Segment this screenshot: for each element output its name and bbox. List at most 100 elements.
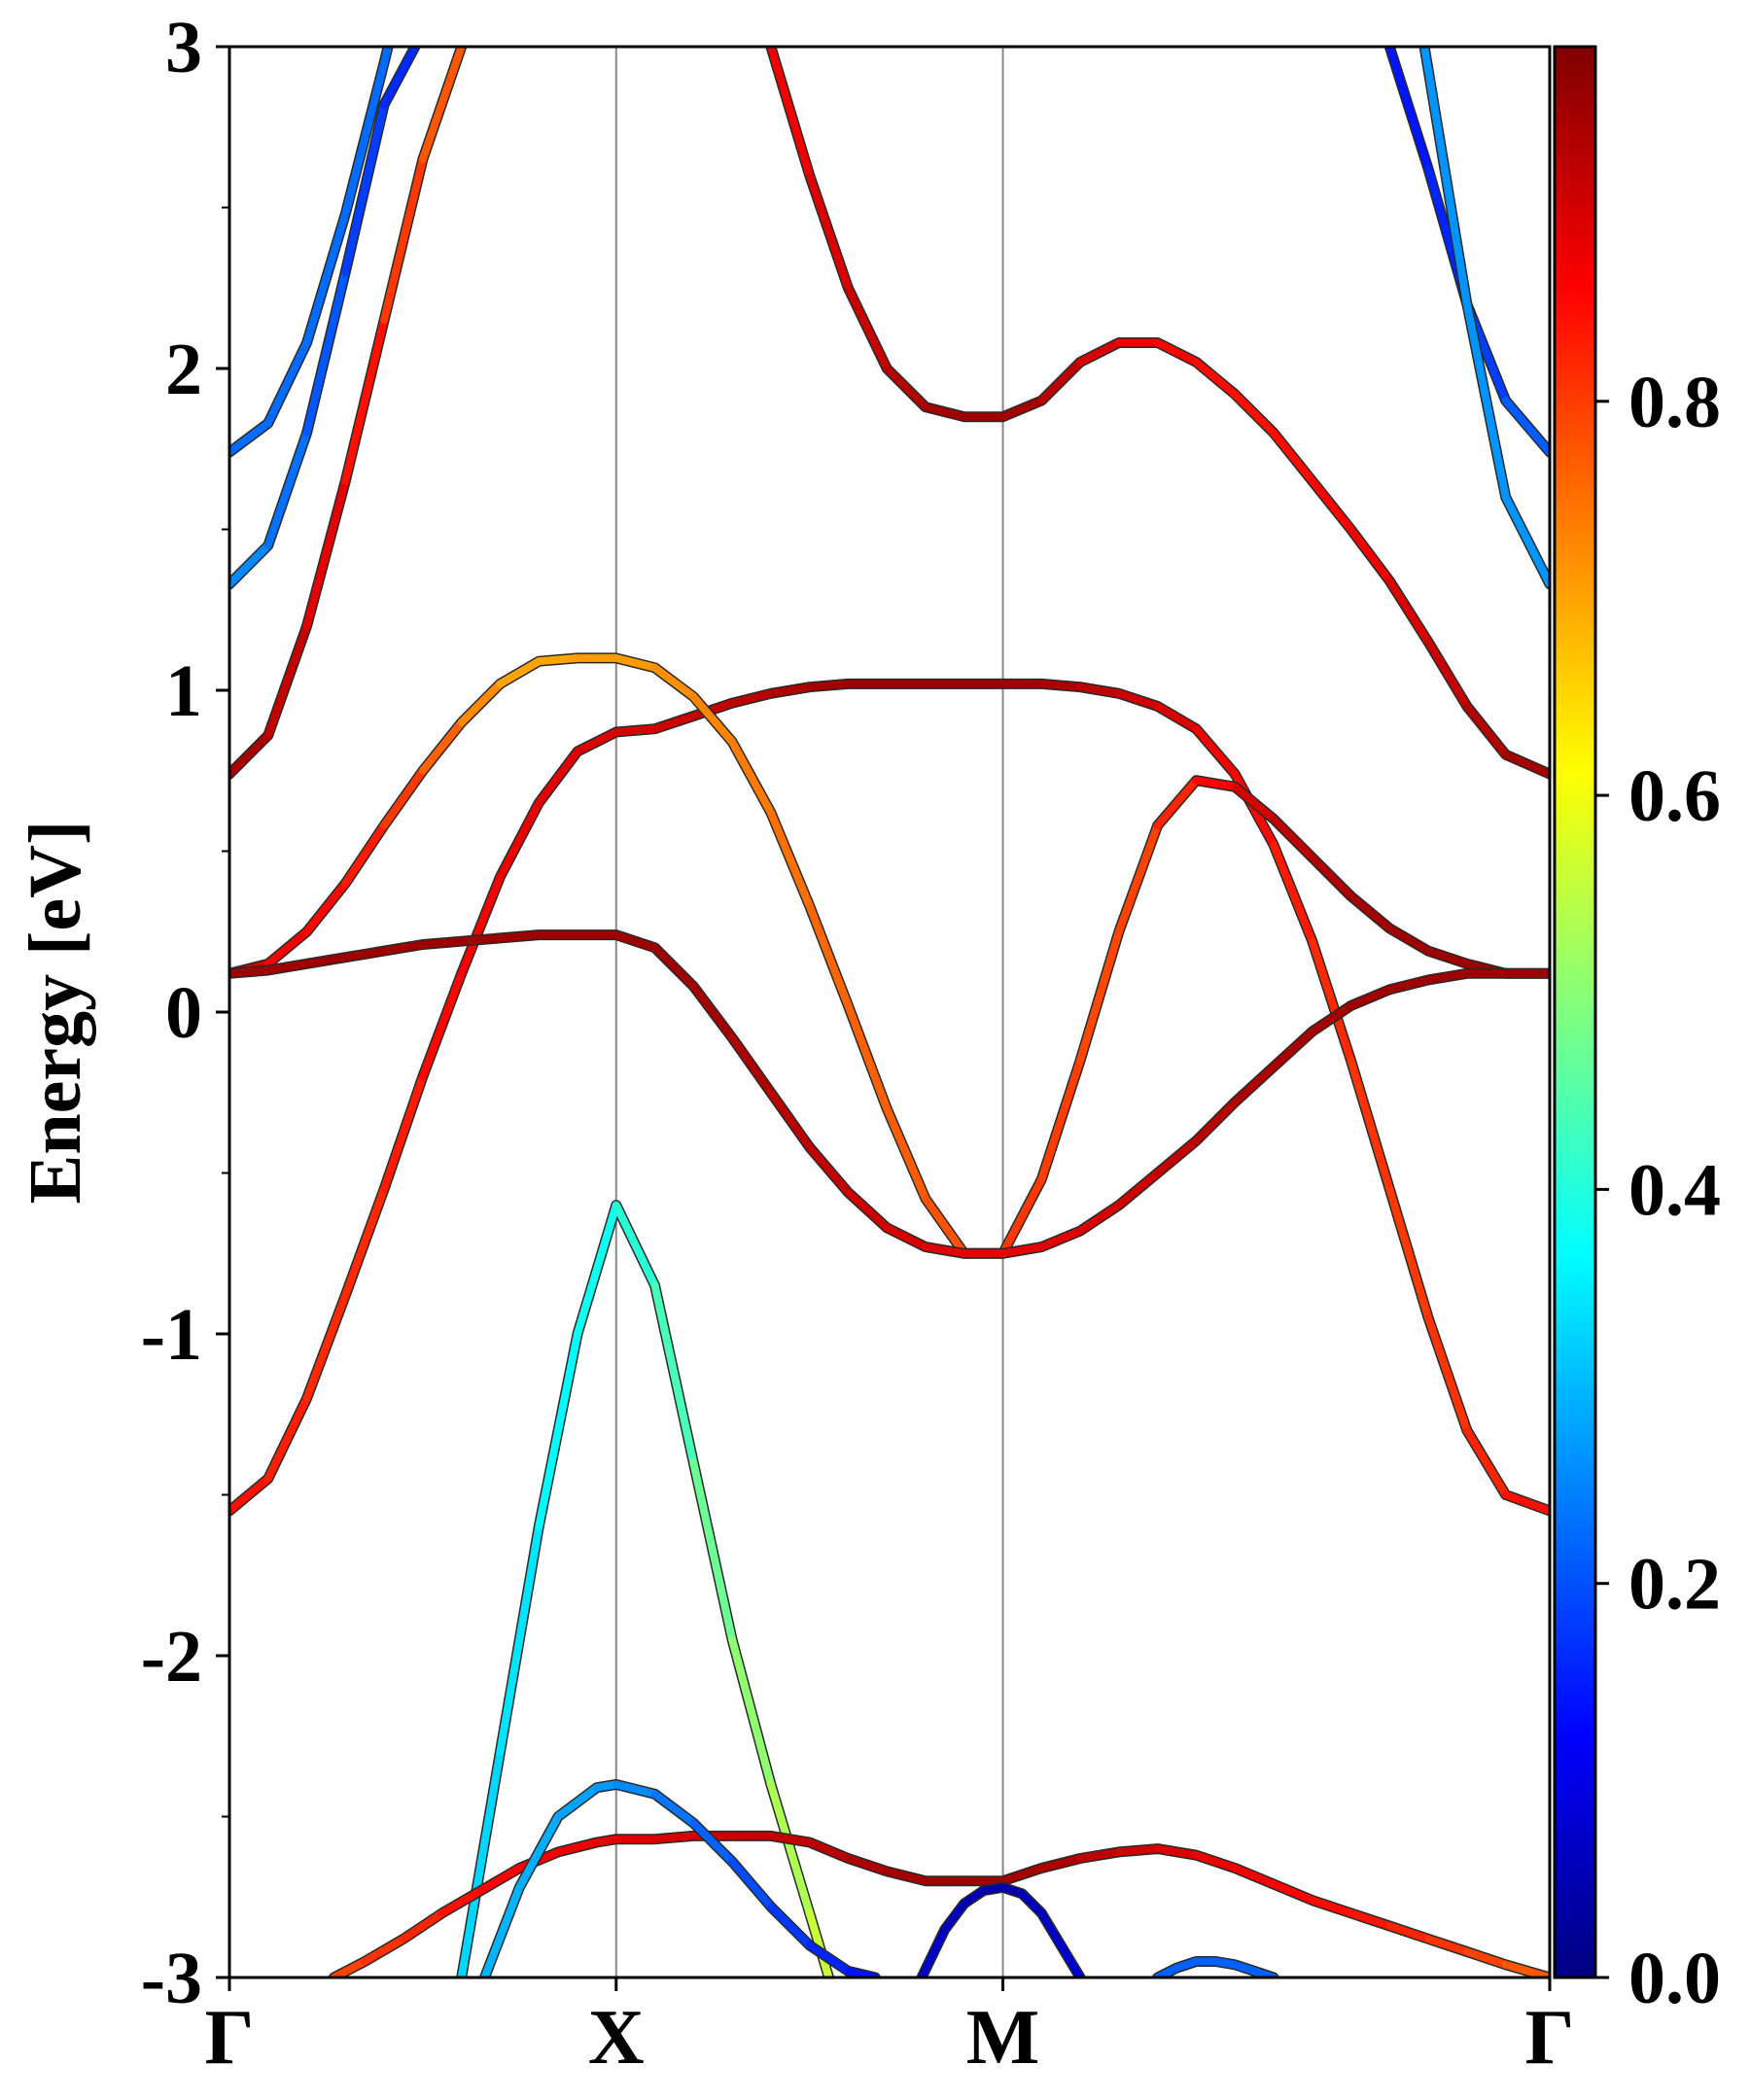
band-segment <box>1270 815 1316 862</box>
band-segment <box>1037 1056 1085 1184</box>
band-segment <box>263 429 311 549</box>
band-segment <box>650 1790 698 1828</box>
band-segment <box>1462 1947 1510 1969</box>
band-segment <box>1424 947 1471 968</box>
band-segment <box>1153 776 1201 829</box>
band-segment <box>380 47 419 109</box>
y-tick-label: -1 <box>141 1294 202 1376</box>
band-segment <box>650 943 698 991</box>
band-segment <box>883 1104 929 1203</box>
band-segment <box>330 1957 369 1978</box>
band-segment <box>1347 892 1394 932</box>
band-segment <box>1153 1844 1201 1860</box>
band-segment <box>998 1864 1046 1885</box>
band-segment <box>1114 822 1162 936</box>
band-segment <box>457 680 505 727</box>
y-axis: -3 -2 -1 0 1 2 3 <box>141 7 229 2019</box>
y-tick-label: -2 <box>141 1616 202 1698</box>
x-tick-label: X <box>588 1995 645 2081</box>
band-segment <box>1076 338 1123 367</box>
band-segment <box>1501 751 1550 779</box>
band-segment <box>496 1522 543 1757</box>
band-segment <box>418 718 466 775</box>
band-segment <box>341 100 389 276</box>
band-segment <box>689 699 737 720</box>
band-outline <box>1383 47 1550 458</box>
band-segment <box>883 1867 929 1885</box>
band-segment <box>1424 638 1471 711</box>
band-segment <box>1192 1851 1240 1872</box>
y-tick-label: 1 <box>165 650 202 732</box>
band-segment <box>612 653 659 672</box>
band-segment <box>263 338 311 428</box>
band-segment <box>380 155 427 325</box>
band-segment <box>805 171 853 293</box>
band-segment <box>1385 47 1433 173</box>
band-segment <box>1420 47 1471 308</box>
band-segment <box>650 712 698 733</box>
band-segment <box>438 1886 485 1917</box>
band-segment <box>302 267 350 438</box>
band-segment <box>302 476 350 630</box>
high-symmetry-lines <box>614 47 1004 1978</box>
band-segment <box>766 1903 814 1949</box>
band-segment <box>1076 682 1123 698</box>
band-segment <box>1462 1426 1510 1499</box>
colorbar-tick-label: 0.4 <box>1628 1149 1721 1231</box>
band-segment <box>302 1291 350 1403</box>
band-segment <box>998 1242 1046 1258</box>
band-segment <box>1153 702 1201 733</box>
band-segment <box>1153 1137 1201 1177</box>
band-segment <box>400 1908 446 1943</box>
band-segment <box>535 747 581 807</box>
band-segment <box>998 397 1046 421</box>
band-segment <box>1270 1027 1316 1071</box>
band-segment <box>229 731 272 779</box>
band-segment <box>1018 1889 1046 1917</box>
band-segment <box>263 960 311 974</box>
band-segment <box>229 419 272 457</box>
band-segment <box>1231 390 1278 438</box>
x-tick-label: Γ <box>205 1995 255 2081</box>
band-segment <box>612 930 659 952</box>
band-segment <box>1114 1844 1162 1856</box>
band-segment <box>1192 776 1240 791</box>
colorbar <box>1553 45 1597 1979</box>
colorbar-tick-label: 0.0 <box>1628 1938 1721 2019</box>
band-segment <box>229 542 272 588</box>
band-outline <box>229 652 1550 1259</box>
band-segment <box>998 1175 1046 1258</box>
band-segment <box>1501 493 1550 588</box>
band-segment <box>302 210 350 347</box>
band-segment <box>554 1838 601 1856</box>
band-segment <box>1501 397 1550 457</box>
band-segment <box>341 947 389 962</box>
band-segment <box>766 682 814 698</box>
band-segment <box>1385 1185 1433 1322</box>
band-segment <box>766 1088 814 1151</box>
band-segment <box>1037 1854 1085 1872</box>
band-segment <box>380 1072 427 1193</box>
y-axis-label: Energy [eV] <box>15 821 96 1205</box>
plot-frame <box>228 45 1552 1979</box>
band-segment <box>1347 985 1394 1010</box>
band-segment <box>496 657 543 688</box>
band-segment <box>1347 1056 1394 1193</box>
band-segment <box>1385 577 1433 647</box>
band-segment <box>1462 702 1510 759</box>
band-segment <box>1192 1098 1240 1145</box>
y-tick-label: 0 <box>165 972 202 1054</box>
band-segment <box>1076 1201 1123 1236</box>
band-segment <box>1501 1960 1550 1978</box>
band-segment <box>1308 476 1355 534</box>
band-segment <box>689 1819 737 1866</box>
band-segment <box>1424 1313 1471 1435</box>
colorbar-tick-label: 0.6 <box>1628 755 1721 837</box>
band-segment <box>805 680 853 691</box>
band-segment <box>341 822 389 888</box>
band-segment <box>612 724 659 736</box>
band-segment <box>515 1812 563 1892</box>
band-segment <box>418 969 466 1081</box>
band-segment <box>650 663 698 701</box>
